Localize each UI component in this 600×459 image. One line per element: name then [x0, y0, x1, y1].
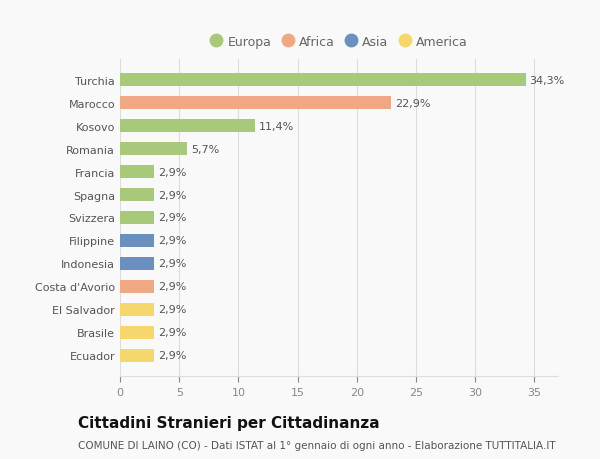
- Bar: [120, 166, 154, 179]
- Bar: [120, 120, 255, 133]
- Text: 2,9%: 2,9%: [158, 259, 186, 269]
- Bar: [120, 257, 154, 270]
- Bar: [120, 326, 154, 339]
- Text: 2,9%: 2,9%: [158, 351, 186, 361]
- Bar: [120, 235, 154, 247]
- Text: 2,9%: 2,9%: [158, 282, 186, 292]
- Text: 2,9%: 2,9%: [158, 328, 186, 338]
- Bar: [120, 303, 154, 316]
- Text: 22,9%: 22,9%: [395, 98, 430, 108]
- Bar: [120, 143, 187, 156]
- Text: 5,7%: 5,7%: [191, 144, 219, 154]
- Bar: [120, 74, 526, 87]
- Bar: [120, 97, 391, 110]
- Bar: [120, 280, 154, 293]
- Text: 34,3%: 34,3%: [530, 75, 565, 85]
- Text: 2,9%: 2,9%: [158, 167, 186, 177]
- Legend: Europa, Africa, Asia, America: Europa, Africa, Asia, America: [205, 31, 473, 54]
- Text: 2,9%: 2,9%: [158, 236, 186, 246]
- Text: 2,9%: 2,9%: [158, 190, 186, 200]
- Text: COMUNE DI LAINO (CO) - Dati ISTAT al 1° gennaio di ogni anno - Elaborazione TUTT: COMUNE DI LAINO (CO) - Dati ISTAT al 1° …: [78, 440, 556, 450]
- Bar: [120, 212, 154, 224]
- Bar: [120, 349, 154, 362]
- Text: 2,9%: 2,9%: [158, 213, 186, 223]
- Text: 2,9%: 2,9%: [158, 305, 186, 315]
- Text: 11,4%: 11,4%: [259, 121, 294, 131]
- Bar: [120, 189, 154, 202]
- Text: Cittadini Stranieri per Cittadinanza: Cittadini Stranieri per Cittadinanza: [78, 415, 380, 431]
